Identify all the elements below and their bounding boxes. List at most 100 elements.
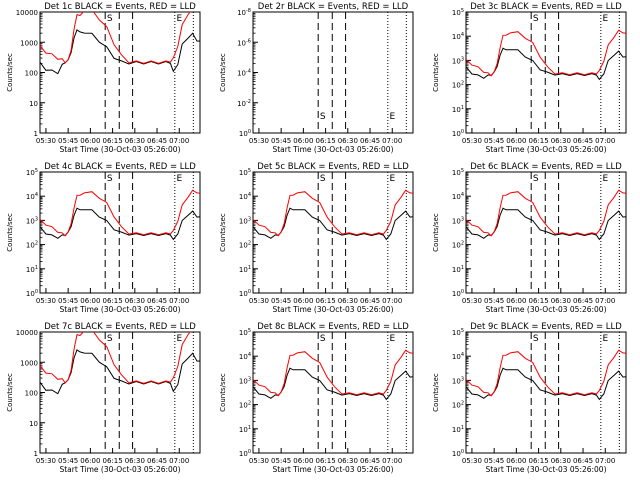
lld-series-line — [466, 349, 626, 397]
x-tick-label: 07:00 — [595, 457, 615, 465]
plot-frame — [252, 171, 414, 294]
x-tick-label: 06:00 — [506, 137, 526, 145]
y-tick-label: 105 — [239, 168, 251, 177]
plot-frame — [39, 11, 201, 134]
lld-series-line — [466, 29, 626, 77]
y-tick-label: 100 — [25, 70, 38, 78]
y-tick-label: 100 — [239, 449, 251, 458]
marker-label: E — [390, 112, 396, 122]
marker-label: E — [390, 174, 396, 184]
x-tick-label: 05:45 — [271, 137, 291, 145]
y-tick-label: 103 — [452, 376, 464, 385]
x-tick-label: 05:30 — [36, 297, 56, 305]
x-tick-label: 06:45 — [360, 137, 380, 145]
x-tick-label: 05:30 — [36, 457, 56, 465]
x-tick-label: 05:30 — [462, 297, 482, 305]
marker-label: E — [603, 334, 609, 344]
y-axis-label: Counts/sec — [432, 373, 440, 412]
panel-3: Det 3c BLACK = Events, RED = LLD 100 101 10… — [432, 2, 627, 154]
x-axis-label: Start Time (30-Oct-03 05:26:00) — [485, 465, 606, 474]
x-tick-label: 05:45 — [484, 297, 504, 305]
marker-label: E — [603, 174, 609, 184]
x-tick-label: 06:15 — [102, 297, 122, 305]
y-tick-label: 100 — [25, 390, 38, 398]
x-tick-label: 07:00 — [382, 297, 402, 305]
plot-frame — [252, 331, 414, 454]
marker-label: S — [107, 334, 113, 344]
x-tick-label: 06:45 — [360, 297, 380, 305]
y-tick-label: 100 — [452, 129, 464, 138]
x-tick-label: 05:45 — [58, 457, 78, 465]
marker-label: E — [177, 14, 183, 24]
panel-1: Det 1c BLACK = Events, RED = LLD 1 10 100 10… — [6, 2, 201, 154]
lld-series-line — [40, 189, 200, 237]
marker-label: E — [177, 174, 183, 184]
panel-title: Det 3c BLACK = Events, RED = LLD — [470, 2, 622, 12]
panel-title: Det 9c BLACK = Events, RED = LLD — [470, 322, 622, 332]
y-tick-label: 103 — [452, 216, 464, 225]
x-tick-label: 07:00 — [595, 297, 615, 305]
x-tick-label: 06:15 — [315, 137, 335, 145]
marker-label: E — [177, 334, 183, 344]
y-tick-label: 101 — [239, 425, 251, 434]
x-tick-label: 06:15 — [528, 137, 548, 145]
x-axis-label: Start Time (30-Oct-03 05:26:00) — [59, 305, 180, 314]
y-tick-label: 104 — [452, 352, 464, 361]
x-tick-label: 06:00 — [293, 297, 313, 305]
y-axis-label: Counts/sec — [219, 53, 227, 92]
x-tick-label: 07:00 — [595, 137, 615, 145]
x-axis-label: Start Time (30-Oct-03 05:26:00) — [272, 145, 393, 154]
x-tick-label: 05:45 — [484, 137, 504, 145]
marker-label: S — [533, 14, 539, 24]
y-tick-label: 104 — [26, 192, 38, 201]
y-tick-label: 104 — [239, 352, 251, 361]
y-axis-label: Counts/sec — [432, 213, 440, 252]
x-axis-label: Start Time (30-Oct-03 05:26:00) — [485, 145, 606, 154]
plot-frame — [465, 171, 627, 294]
marker-label: E — [603, 14, 609, 24]
y-tick-label: 105 — [239, 328, 251, 337]
x-tick-label: 06:45 — [147, 457, 167, 465]
x-tick-label: 05:30 — [462, 457, 482, 465]
x-tick-label: 06:45 — [147, 297, 167, 305]
x-tick-label: 07:00 — [382, 457, 402, 465]
x-tick-label: 06:00 — [506, 457, 526, 465]
x-tick-label: 05:45 — [484, 457, 504, 465]
marker-label: S — [320, 334, 326, 344]
x-tick-label: 06:30 — [551, 297, 571, 305]
lld-series-line — [40, 332, 198, 384]
x-tick-label: 06:00 — [506, 297, 526, 305]
y-tick-label: 102 — [452, 241, 464, 250]
y-axis-label: Counts/sec — [432, 53, 440, 92]
y-tick-label: 103 — [26, 216, 38, 225]
y-tick-label: 105 — [452, 8, 464, 17]
y-axis-label: Counts/sec — [6, 373, 14, 412]
y-tick-label: 10-6 — [237, 38, 251, 47]
x-tick-label: 06:15 — [528, 457, 548, 465]
x-tick-label: 05:30 — [462, 137, 482, 145]
x-tick-label: 06:45 — [573, 137, 593, 145]
y-tick-label: 10000 — [16, 329, 38, 337]
x-tick-label: 06:30 — [551, 457, 571, 465]
y-tick-label: 102 — [452, 81, 464, 90]
x-tick-label: 06:15 — [315, 457, 335, 465]
y-tick-label: 103 — [452, 56, 464, 65]
x-tick-label: 07:00 — [169, 297, 189, 305]
y-tick-label: 10 — [29, 420, 38, 428]
y-tick-label: 10-2 — [237, 99, 251, 108]
x-tick-label: 07:00 — [169, 137, 189, 145]
y-tick-label: 100 — [239, 129, 251, 138]
x-tick-label: 05:30 — [36, 137, 56, 145]
x-tick-label: 06:45 — [360, 457, 380, 465]
x-tick-label: 06:00 — [80, 297, 100, 305]
x-axis-label: Start Time (30-Oct-03 05:26:00) — [272, 305, 393, 314]
y-tick-label: 102 — [239, 401, 251, 410]
y-tick-label: 101 — [452, 425, 464, 434]
x-tick-label: 07:00 — [169, 457, 189, 465]
y-axis-label: Counts/sec — [219, 213, 227, 252]
x-tick-label: 05:45 — [58, 297, 78, 305]
y-tick-label: 10 — [29, 100, 38, 108]
y-tick-label: 103 — [239, 376, 251, 385]
x-tick-label: 06:15 — [102, 137, 122, 145]
